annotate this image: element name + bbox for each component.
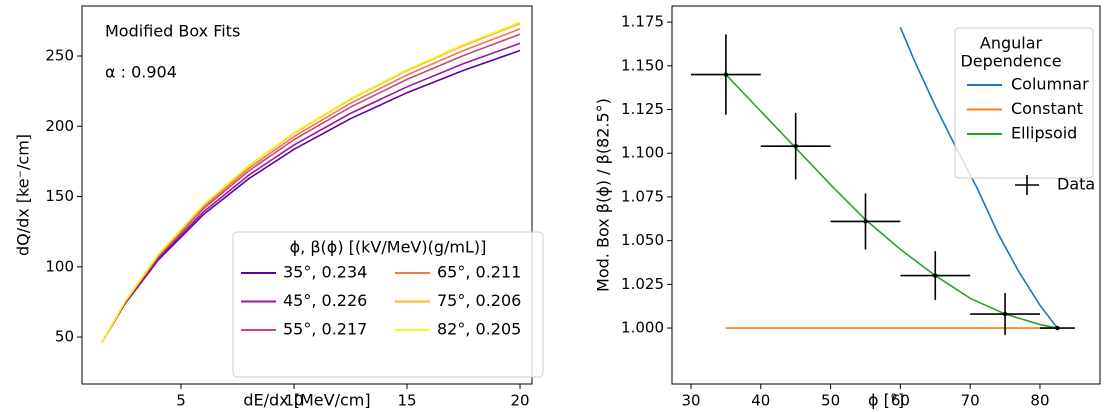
plot-area	[101, 21, 521, 344]
legend-label: 82°, 0.205	[437, 320, 521, 339]
data-point	[1002, 311, 1008, 317]
y-tick-label: 50	[55, 328, 74, 346]
data-point	[793, 144, 798, 149]
y-tick-label: 1.050	[621, 231, 664, 249]
legend-label: 45°, 0.226	[283, 291, 367, 310]
x-tick-label: 50	[821, 392, 840, 410]
legend-label: 35°, 0.234	[283, 263, 367, 282]
y-axis-label: Mod. Box β(ϕ) / β(82.5°)	[594, 98, 613, 292]
data-point	[933, 273, 938, 278]
series-line	[101, 21, 521, 344]
data-point	[1055, 325, 1060, 331]
axes-frame	[671, 5, 1101, 385]
legend-box	[954, 27, 1094, 179]
legend-title: Dependence	[960, 52, 1061, 71]
x-tick-label: 15	[397, 392, 416, 410]
x-axis-label: ϕ [°]	[868, 391, 904, 410]
series-line	[899, 27, 1059, 329]
annotation: α : 0.904	[105, 63, 177, 82]
y-axis-label: dQ/dx [ke⁻/cm]	[14, 134, 33, 256]
y-tick-label: 1.175	[621, 13, 664, 31]
legend-label: Constant	[1011, 99, 1083, 118]
legend-label: 65°, 0.211	[437, 263, 521, 282]
y-tick-label: 1.000	[621, 319, 664, 337]
x-tick-label: 80	[1030, 392, 1049, 410]
legend-label: Ellipsoid	[1011, 124, 1077, 143]
series-line	[725, 73, 1058, 329]
y-tick-label: 1.125	[621, 100, 664, 118]
x-tick-label: 20	[510, 392, 529, 410]
y-tick-label: 1.075	[621, 187, 664, 205]
y-tick-label: 250	[45, 47, 74, 65]
x-tick-label: 40	[751, 392, 770, 410]
x-tick-label: 30	[681, 392, 700, 410]
legend-label: Columnar	[1011, 75, 1089, 94]
data-point	[863, 219, 868, 224]
x-tick-label: 70	[961, 392, 980, 410]
y-tick-label: 1.025	[621, 275, 664, 293]
y-tick-label: 200	[45, 117, 74, 135]
legend-label: Data	[1057, 175, 1095, 194]
x-tick-label: 10	[284, 392, 303, 410]
data-point	[723, 72, 729, 77]
y-tick-label: 150	[45, 187, 74, 205]
legend-box	[232, 231, 544, 378]
legend-title: Angular	[980, 34, 1043, 53]
x-tick-label: 60	[891, 392, 910, 410]
plot-area	[690, 27, 1075, 336]
y-tick-label: 1.100	[621, 144, 664, 162]
x-axis-label: dE/dx [MeV/cm]	[243, 391, 370, 410]
y-tick-label: 100	[45, 257, 74, 275]
legend-label: 55°, 0.217	[283, 320, 367, 339]
legend-title: ϕ, β(ϕ) [(kV/MeV)(g/mL)]	[290, 238, 487, 257]
x-tick-label: 5	[176, 392, 186, 410]
y-tick-label: 1.150	[621, 56, 664, 74]
axes-frame	[81, 5, 533, 385]
legend-label: 75°, 0.206	[437, 291, 521, 310]
annotation: Modified Box Fits	[105, 22, 240, 41]
